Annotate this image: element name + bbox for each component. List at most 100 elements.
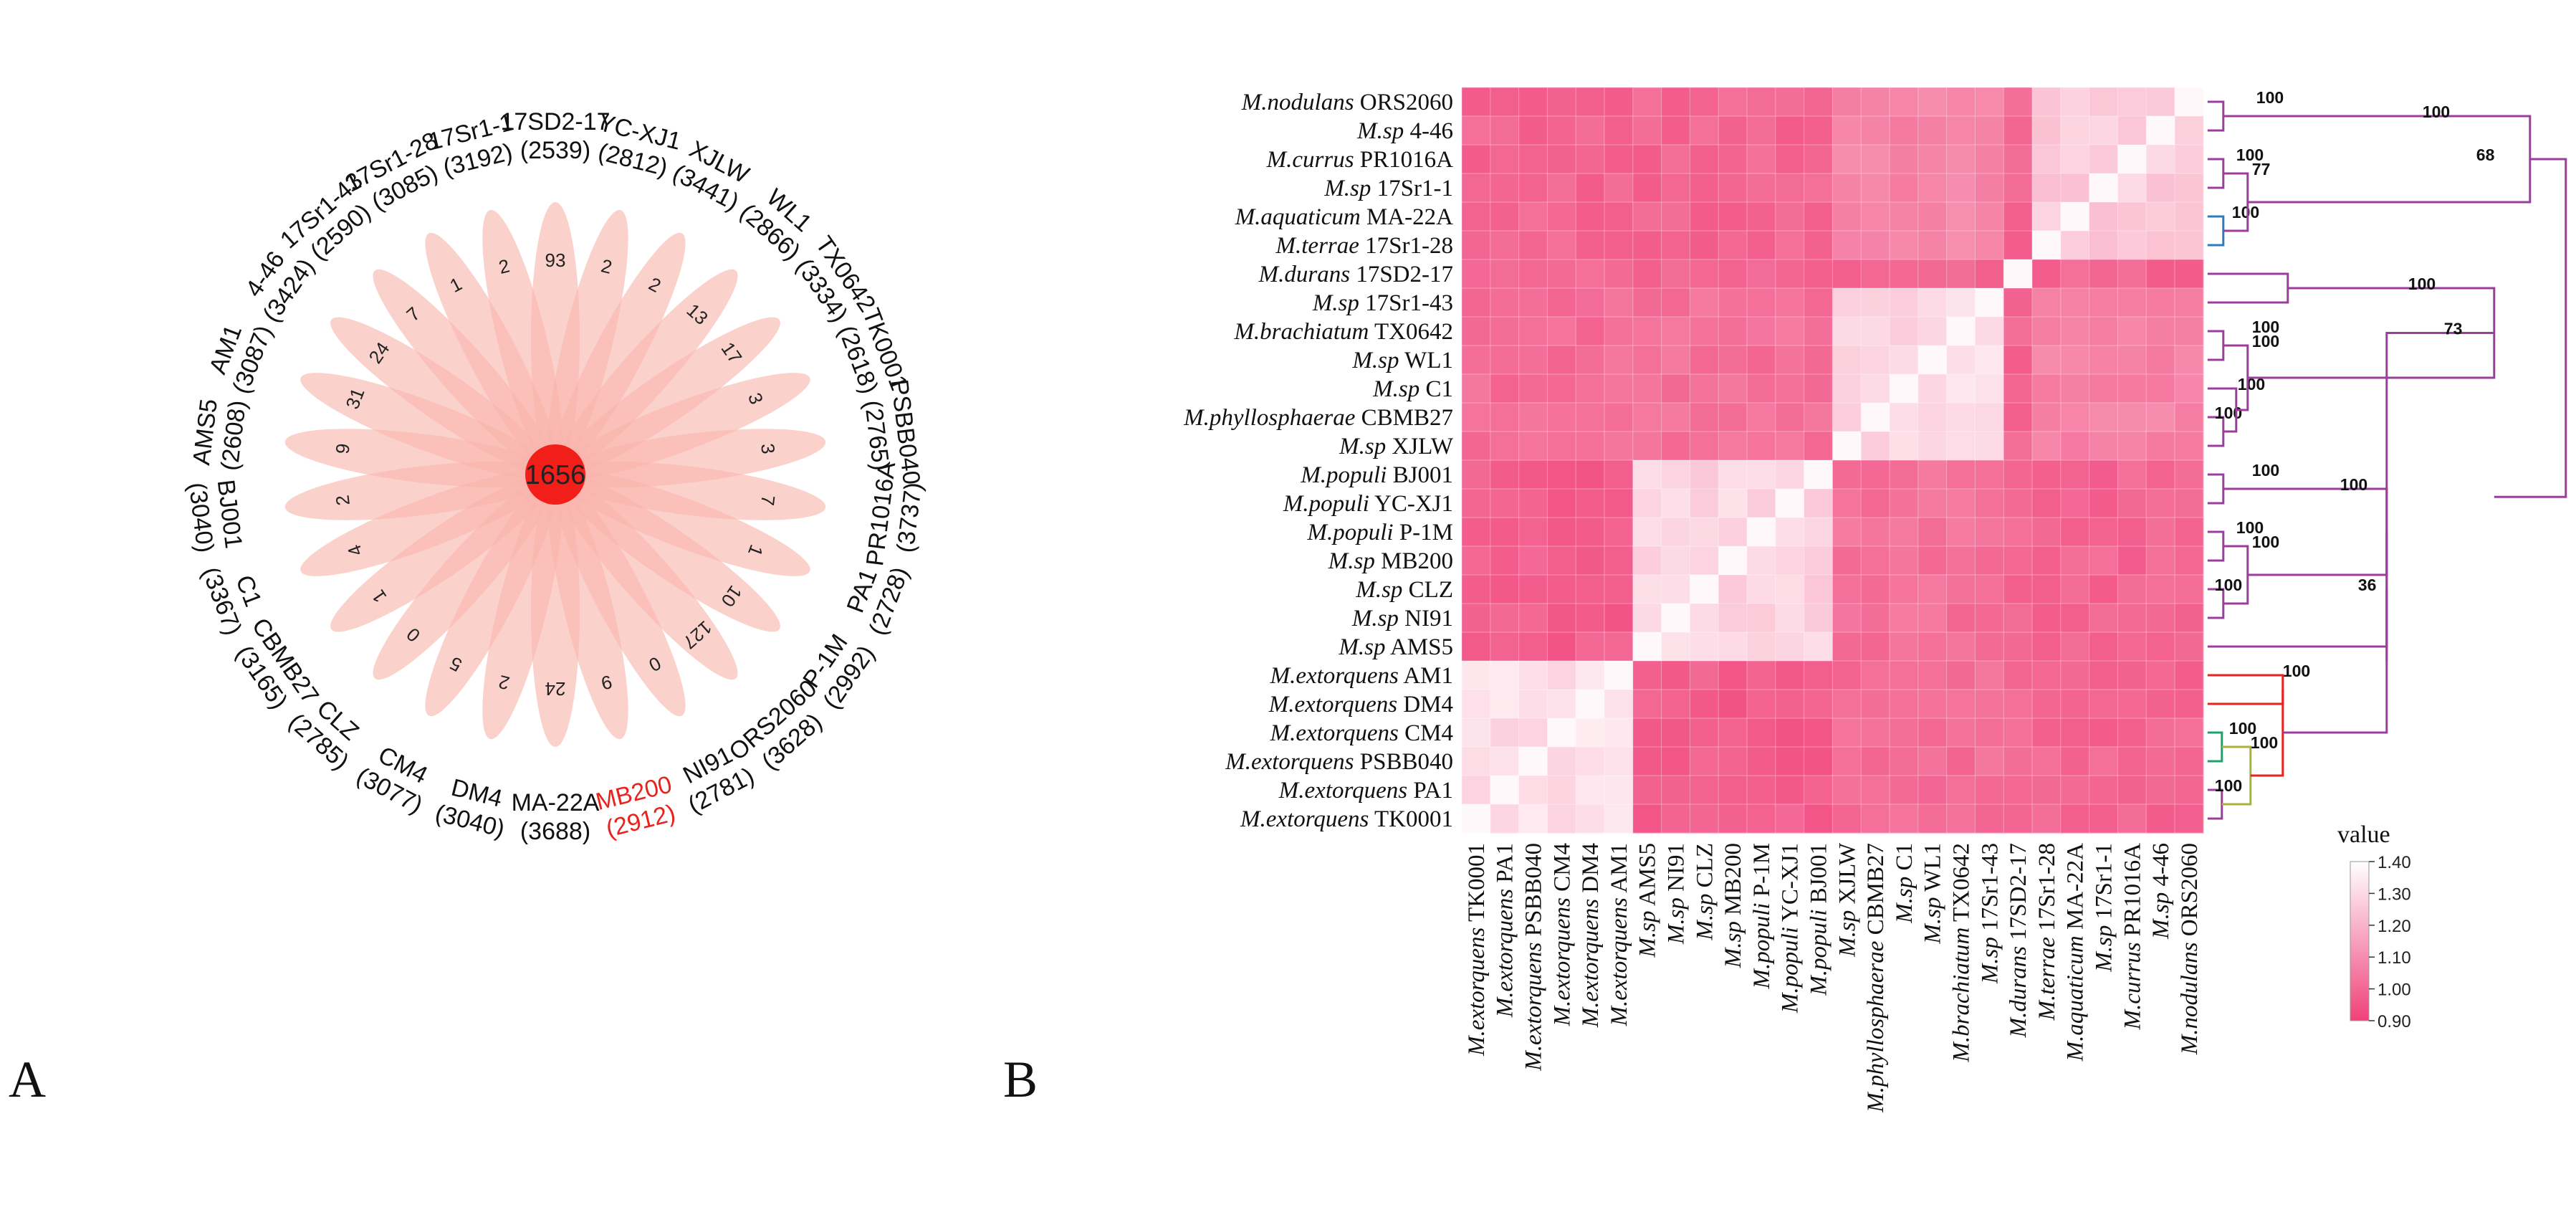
heatmap-cell — [1775, 317, 1805, 346]
heatmap-cell — [1804, 432, 1833, 461]
heatmap-cell — [2146, 432, 2175, 461]
heatmap-cell — [1661, 718, 1690, 748]
heatmap-cell — [2175, 546, 2204, 576]
heatmap-cell — [2146, 374, 2175, 404]
heatmap-cell — [1690, 804, 1719, 834]
heatmap-cell — [1490, 604, 1520, 633]
heatmap-cell — [1661, 202, 1690, 232]
heatmap-cell — [1490, 403, 1520, 432]
column-label: M.populi P-1M — [1749, 843, 1775, 990]
heatmap-cell — [2175, 288, 2204, 318]
heatmap-cell — [1946, 116, 1976, 146]
heatmap-cell — [2117, 345, 2147, 375]
heatmap-cell — [2146, 661, 2175, 690]
heatmap-cell — [1718, 460, 1748, 490]
heatmap-cell — [1775, 345, 1805, 375]
heatmap-cell — [2060, 718, 2090, 748]
heatmap-cell — [1861, 345, 1890, 375]
heatmap-cell — [1832, 259, 1862, 289]
heatmap-cell — [1690, 489, 1719, 518]
heatmap-cell — [1975, 202, 2004, 232]
heatmap-cell — [1604, 690, 1634, 719]
heatmap-cell — [1547, 259, 1576, 289]
heatmap-cell — [1632, 116, 1662, 146]
heatmap-cell — [2175, 202, 2204, 232]
column-label: M.sp XJLW — [1834, 842, 1860, 958]
heatmap-cell — [1604, 489, 1634, 518]
heatmap-cell — [1632, 259, 1662, 289]
heatmap-cell — [1632, 231, 1662, 260]
heatmap-cell — [2089, 575, 2118, 604]
heatmap-cell — [1718, 374, 1748, 404]
dendrogram-branch — [2207, 330, 2225, 361]
heatmap-cell — [1975, 374, 2004, 404]
heatmap-cell — [2089, 403, 2118, 432]
heatmap-cell — [1946, 718, 1976, 748]
heatmap-cell — [1462, 604, 1491, 633]
heatmap-cell — [2060, 747, 2090, 776]
heatmap-cell — [1747, 432, 1776, 461]
heatmap-cell — [1462, 661, 1491, 690]
panel-a-flower-plot: 1656 93 221317337110127092425014293124712… — [183, 108, 927, 845]
heatmap-cell — [1547, 116, 1576, 146]
heatmap-cell — [1832, 145, 1862, 174]
heatmap-cell — [1975, 87, 2004, 117]
heatmap-cell — [2117, 747, 2147, 776]
heatmap-cell — [1690, 345, 1719, 375]
heatmap-cell — [1747, 776, 1776, 805]
bootstrap-value: 100 — [2236, 146, 2264, 164]
heatmap-cell — [1946, 202, 1976, 232]
heatmap-cell — [1604, 804, 1634, 834]
heatmap-cell — [1917, 776, 1948, 805]
heatmap-cell — [2089, 690, 2118, 719]
heatmap-cell — [2175, 604, 2204, 633]
bootstrap-value: 100 — [2215, 404, 2242, 422]
heatmap-cell — [1917, 747, 1948, 776]
bootstrap-value: 100 — [2251, 733, 2278, 752]
strain-label-yc-xj1: YC-XJ1(2812) — [595, 109, 684, 182]
heatmap-cell — [1747, 575, 1776, 604]
heatmap-cell — [1946, 432, 1976, 461]
heatmap-cell — [1462, 546, 1491, 576]
heatmap-cell — [2146, 804, 2175, 834]
heatmap-cell — [1604, 661, 1634, 690]
heatmap-cell — [1547, 374, 1576, 404]
heatmap-cell — [1861, 288, 1890, 318]
heatmap-cell — [1890, 661, 1919, 690]
heatmap-cell — [1747, 632, 1776, 662]
heatmap-cell — [1490, 145, 1520, 174]
heatmap-cell — [1576, 489, 1605, 518]
heatmap-cell — [1747, 231, 1776, 260]
heatmap-cell — [1661, 747, 1690, 776]
heatmap-cell — [1946, 747, 1976, 776]
heatmap-cell — [1462, 288, 1491, 318]
heatmap-cell — [1490, 460, 1520, 490]
row-label: M.sp WL1 — [1351, 348, 1453, 373]
heatmap-cell — [1518, 173, 1548, 203]
heatmap-cell — [2003, 202, 2033, 232]
heatmap-cell — [2089, 374, 2118, 404]
heatmap-cell — [1861, 173, 1890, 203]
heatmap-cell — [2175, 374, 2204, 404]
heatmap-cell — [1861, 87, 1890, 117]
heatmap-cell — [2032, 690, 2062, 719]
heatmap-cell — [2032, 804, 2062, 834]
heatmap-cell — [2146, 518, 2175, 547]
heatmap-cell — [1604, 259, 1634, 289]
heatmap-cell — [2032, 460, 2062, 490]
heatmap-cell — [1775, 604, 1805, 633]
heatmap-cell — [1946, 661, 1976, 690]
heatmap-cell — [1632, 173, 1662, 203]
legend-tick-label: 1.30 — [2378, 885, 2411, 904]
heatmap-cell — [1946, 173, 1976, 203]
heatmap-cell — [2032, 202, 2062, 232]
heatmap-cell — [2003, 518, 2033, 547]
heatmap-cell — [1690, 317, 1719, 346]
heatmap-cell — [2089, 718, 2118, 748]
heatmap-cell — [1975, 116, 2004, 146]
heatmap-cell — [1861, 231, 1890, 260]
heatmap-cell — [1490, 202, 1520, 232]
heatmap-cell — [1917, 345, 1948, 375]
heatmap-cell — [2060, 460, 2090, 490]
heatmap-cell — [1690, 690, 1719, 719]
